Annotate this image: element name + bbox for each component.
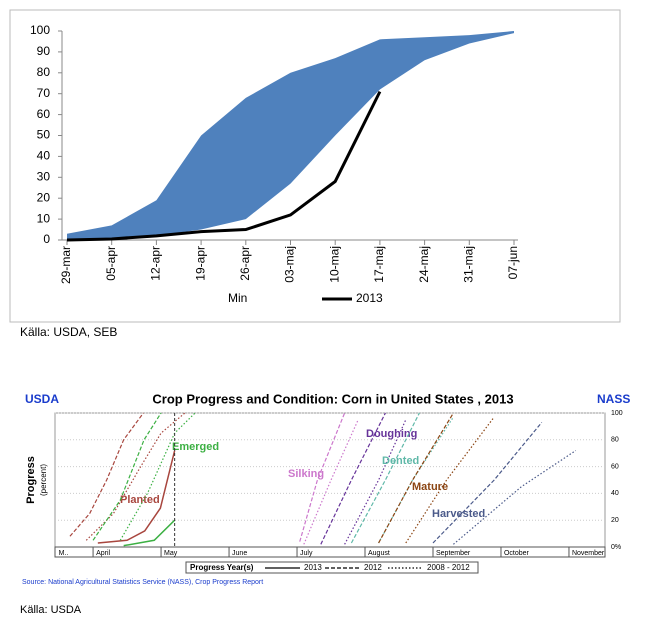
x-tick-label: 24-maj <box>417 246 431 283</box>
y-tick-label: 80 <box>37 65 51 79</box>
x-tick-label: September <box>436 550 471 557</box>
legend-swatch <box>214 293 224 303</box>
band-lower <box>67 33 514 241</box>
x-tick-label: October <box>504 550 530 557</box>
legend-label: Min <box>228 291 247 305</box>
stage-label: Emerged <box>172 441 219 453</box>
y-tick-label: 40 <box>37 149 51 163</box>
x-tick-label: 10-maj <box>327 246 341 283</box>
y-tick-label: 0 <box>43 232 50 246</box>
y-tick-label: 70 <box>37 86 51 100</box>
x-tick-label: 31-maj <box>461 246 475 283</box>
x-tick-label: November <box>572 550 605 557</box>
progress-line <box>432 421 543 544</box>
progress-line <box>123 519 176 547</box>
y-label: Progress <box>25 456 37 504</box>
y-tick-label: 90 <box>37 44 51 58</box>
x-tick-label: May <box>164 550 178 557</box>
progress-line <box>69 412 144 537</box>
x-tick-label: 29-mar <box>59 246 73 284</box>
progress-line <box>405 416 495 544</box>
progress-line <box>320 412 386 545</box>
x-tick-label: M.. <box>59 550 69 557</box>
legend-title: Progress Year(s) <box>190 563 254 572</box>
agency-left: USDA <box>25 392 59 406</box>
legend-label: 2008 - 2012 <box>427 563 470 572</box>
x-tick-label: 12-apr <box>149 246 163 281</box>
y-tick-label: 0% <box>611 544 621 551</box>
y-tick-label: 20 <box>37 190 51 204</box>
x-tick-label: April <box>96 550 110 557</box>
progress-line <box>97 450 176 544</box>
agency-right: NASS <box>597 392 630 406</box>
progress-line <box>350 412 420 544</box>
y-tick-label: 10 <box>37 211 51 225</box>
y-label-sub: (percent) <box>39 464 48 496</box>
legend-label: 2012 <box>364 563 382 572</box>
progress-line <box>344 419 407 545</box>
x-tick-label: July <box>300 550 313 557</box>
x-tick-label: 19-apr <box>193 246 207 281</box>
y-tick-label: 30 <box>37 169 51 183</box>
source-note: Source: National Agricultural Statistics… <box>22 579 263 586</box>
legend-label: 2013 <box>304 563 322 572</box>
x-tick-label: 07-jun <box>506 246 520 279</box>
y-tick-label: 80 <box>611 437 619 444</box>
x-tick-label: 03-maj <box>283 246 297 283</box>
stage-label: Mature <box>412 481 448 493</box>
chart-title: Crop Progress and Condition: Corn in Uni… <box>152 391 513 406</box>
y-tick-label: 60 <box>37 107 51 121</box>
y-tick-label: 20 <box>611 517 619 524</box>
progress-line <box>85 412 186 541</box>
stage-label: Doughing <box>366 428 417 440</box>
y-tick-label: 100 <box>30 23 50 37</box>
stage-label: Silking <box>288 468 324 480</box>
stage-label: Harvested <box>432 508 485 520</box>
caption: Källa: USDA <box>20 604 82 616</box>
y-tick-label: 100 <box>611 410 623 417</box>
progress-line <box>299 412 346 542</box>
line-2013 <box>66 90 382 242</box>
y-tick-label: 40 <box>611 490 619 497</box>
stage-label: Planted <box>120 494 160 506</box>
x-tick-label: June <box>232 550 247 557</box>
x-tick-label: 26-apr <box>238 246 252 281</box>
x-tick-label: 05-apr <box>104 246 118 281</box>
legend-label: 2013 <box>356 291 383 305</box>
progress-line <box>92 412 162 541</box>
x-axis-band <box>54 546 606 558</box>
stage-label: Dented <box>382 455 419 467</box>
y-tick-label: 50 <box>37 128 51 142</box>
plot-area <box>54 412 606 548</box>
x-tick-label: 17-maj <box>372 246 386 283</box>
x-tick-label: August <box>368 550 390 557</box>
y-tick-label: 60 <box>611 463 619 470</box>
caption: Källa: USDA, SEB <box>20 325 117 339</box>
progress-line <box>378 412 454 544</box>
